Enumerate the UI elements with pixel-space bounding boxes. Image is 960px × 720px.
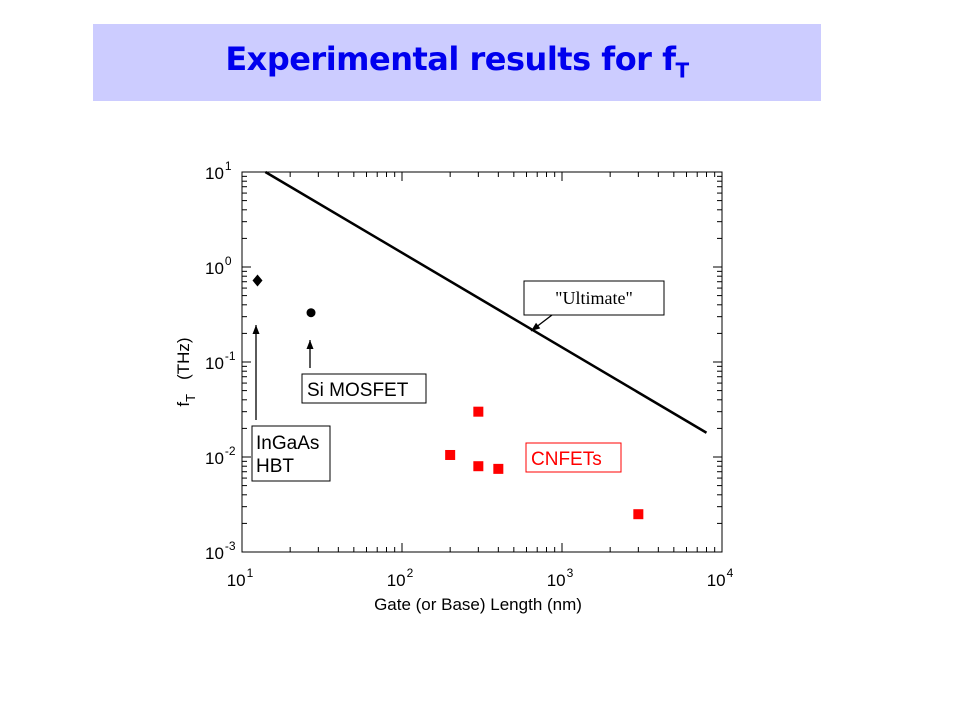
x-tick-label-0: 101 <box>227 566 254 590</box>
si-mosfet-box <box>301 373 427 404</box>
y-tick-base: 10 <box>205 259 224 278</box>
ingaas-hbt-label-0: InGaAs <box>256 433 319 454</box>
y-axis-symbol: f <box>174 402 193 407</box>
ultimate-callout-label: "Ultimate" <box>555 288 633 308</box>
y-axis-subscript: T <box>183 394 198 402</box>
y-tick-base: 10 <box>205 164 224 183</box>
y-tick-label-0: 101 <box>205 159 232 183</box>
y-tick-label-2: 10-1 <box>205 349 236 373</box>
cnfet-point-3 <box>493 463 504 474</box>
y-tick-label-3: 10-2 <box>205 444 236 468</box>
y-tick-exponent: -3 <box>225 539 236 553</box>
x-tick-base: 10 <box>227 571 246 590</box>
x-tick-exponent: 3 <box>567 566 574 580</box>
ingaas-hbt-box <box>251 425 331 482</box>
ultimate-line <box>264 170 708 434</box>
y-tick-base: 10 <box>205 354 224 373</box>
cnfet-point-4 <box>633 509 644 520</box>
y-tick-base: 10 <box>205 544 224 563</box>
x-tick-exponent: 1 <box>247 566 254 580</box>
y-tick-base: 10 <box>205 449 224 468</box>
cnfet-point-0 <box>445 449 456 460</box>
ingaas-hbt-arrow-head <box>252 325 260 334</box>
si-mosfet-arrow-head <box>306 340 314 349</box>
cnfet-point-2 <box>473 461 484 472</box>
plot-frame <box>241 171 723 553</box>
ingaas-hbt-point <box>252 274 263 287</box>
title-bar: Experimental results for fT <box>93 24 821 101</box>
y-tick-exponent: 1 <box>225 159 232 173</box>
ultimate-arrow-head <box>531 322 541 331</box>
ultimate-callout-box <box>523 280 665 316</box>
y-axis-title: fT (THz) <box>174 337 198 406</box>
y-tick-label-4: 10-3 <box>205 539 236 563</box>
slide-title: Experimental results for fT <box>93 40 821 82</box>
y-tick-exponent: -1 <box>225 349 236 363</box>
x-tick-base: 10 <box>387 571 406 590</box>
x-tick-base: 10 <box>547 571 566 590</box>
slide-title-main: Experimental results for f <box>225 40 676 78</box>
si-mosfet-point <box>306 308 316 318</box>
x-tick-label-1: 102 <box>387 566 414 590</box>
x-tick-label-3: 104 <box>707 566 734 590</box>
cnfets-box <box>525 442 622 473</box>
x-tick-exponent: 2 <box>407 566 414 580</box>
y-axis-unit: (THz) <box>174 337 193 379</box>
y-tick-exponent: 0 <box>225 254 232 268</box>
si-mosfet-label: Si MOSFET <box>307 380 409 401</box>
y-tick-exponent: -2 <box>225 444 236 458</box>
y-tick-label-1: 100 <box>205 254 232 278</box>
x-tick-base: 10 <box>707 571 726 590</box>
slide-title-subscript: T <box>675 58 690 83</box>
x-tick-exponent: 4 <box>727 566 734 580</box>
x-tick-label-2: 103 <box>547 566 574 590</box>
cnfets-label: CNFETs <box>531 449 602 470</box>
ingaas-hbt-label-1: HBT <box>256 456 294 477</box>
cnfet-point-1 <box>473 406 484 417</box>
x-axis-title: Gate (or Base) Length (nm) <box>374 595 582 614</box>
